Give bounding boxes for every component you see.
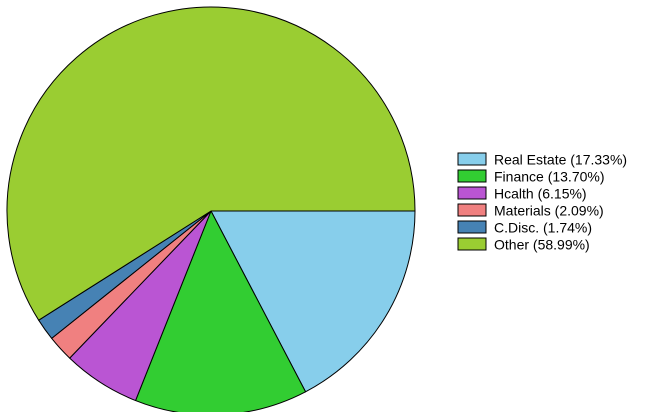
pie-slices [6, 6, 416, 412]
pie-slice-finance [135, 210, 307, 412]
legend: Real Estate (17.33%)Finance (13.70%)Hcal… [457, 152, 627, 253]
legend-swatch-other [457, 237, 487, 251]
legend-label-materials: Materials (2.09%) [494, 203, 604, 219]
legend-swatch-c-disc [457, 220, 487, 234]
legend-label-other: Other (58.99%) [494, 237, 590, 253]
legend-label-finance: Finance (13.70%) [494, 169, 605, 185]
legend-item-other: Other (58.99%) [457, 237, 590, 253]
legend-item-finance: Finance (13.70%) [457, 169, 605, 185]
legend-swatch-finance [457, 169, 487, 183]
legend-item-real-estate: Real Estate (17.33%) [457, 152, 627, 168]
legend-item-materials: Materials (2.09%) [457, 203, 604, 219]
pie-slice-real-estate [210, 210, 416, 393]
legend-label-health: Hcalth (6.15%) [494, 186, 587, 202]
legend-item-c-disc: C.Disc. (1.74%) [457, 220, 592, 236]
legend-label-c-disc: C.Disc. (1.74%) [494, 220, 592, 236]
legend-item-health: Hcalth (6.15%) [457, 186, 587, 202]
legend-swatch-health [457, 186, 487, 200]
legend-swatch-materials [457, 203, 487, 217]
pie-slice-other [6, 6, 416, 321]
legend-label-real-estate: Real Estate (17.33%) [494, 152, 627, 168]
legend-swatch-real-estate [457, 152, 487, 166]
